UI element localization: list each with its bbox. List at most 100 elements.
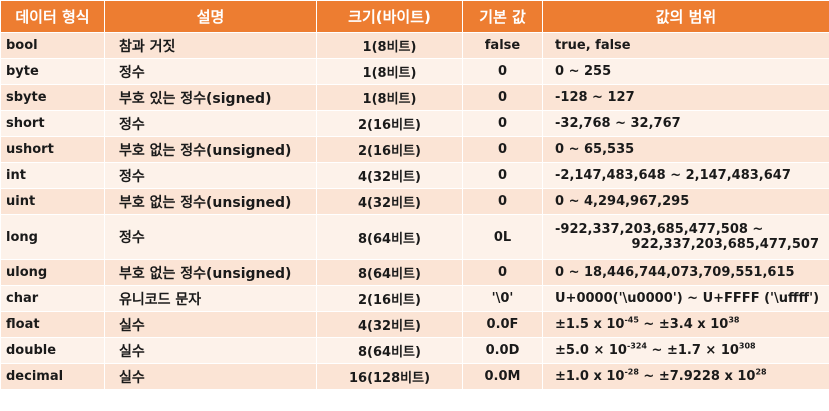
range-cell: 0 ~ 18,446,744,073,709,551,615 xyxy=(542,259,829,286)
size-cell: 8(64비트) xyxy=(316,337,463,364)
description-cell: 부호 없는 정수(unsigned) xyxy=(104,136,317,163)
size-cell: 4(32비트) xyxy=(316,311,463,338)
type-cell: short xyxy=(0,110,105,137)
range-min-exponent: -45 xyxy=(624,315,639,325)
header-default: 기본 값 xyxy=(462,0,543,33)
data-type-table: 데이터 형식 설명 크기(바이트) 기본 값 값의 범위 bool 참과 거짓 … xyxy=(0,0,829,390)
default-cell: 0 xyxy=(462,136,543,163)
default-cell: 0 xyxy=(462,259,543,286)
range-min: ±5.0 × 10 xyxy=(555,343,627,358)
range-cell: ±5.0 × 10-324 ~ ±1.7 × 10308 xyxy=(542,337,829,364)
table-row: short 정수 2(16비트) 0 -32,768 ~ 32,767 xyxy=(0,110,829,137)
size-cell: 2(16비트) xyxy=(316,136,463,163)
range-min: ±1.5 x 10 xyxy=(555,317,625,332)
range-cell: 0 ~ 65,535 xyxy=(542,136,829,163)
default-cell: 0 xyxy=(462,58,543,85)
default-cell: 0 xyxy=(462,162,543,189)
range-cell: -128 ~ 127 xyxy=(542,84,829,111)
range-cell: true, false xyxy=(542,32,829,59)
description-cell: 정수 xyxy=(104,58,317,85)
range-max-exponent: 38 xyxy=(728,315,740,325)
range-max: ±7.9228 x 10 xyxy=(658,369,756,384)
default-cell: '\0' xyxy=(462,285,543,312)
default-cell: 0.0D xyxy=(462,337,543,364)
table-row: ushort 부호 없는 정수(unsigned) 2(16비트) 0 0 ~ … xyxy=(0,136,829,163)
description-cell: 실수 xyxy=(104,337,317,364)
range-cell: -32,768 ~ 32,767 xyxy=(542,110,829,137)
description-cell: 실수 xyxy=(104,363,317,390)
header-range: 값의 범위 xyxy=(542,0,829,33)
description-cell: 정수 xyxy=(104,162,317,189)
size-cell: 8(64비트) xyxy=(316,214,463,260)
table-row: uint 부호 없는 정수(unsigned) 4(32비트) 0 0 ~ 4,… xyxy=(0,188,829,215)
type-cell: float xyxy=(0,311,105,338)
type-cell: uint xyxy=(0,188,105,215)
range-max: ±3.4 x 10 xyxy=(658,317,729,332)
range-cell: ±1.5 x 10-45 ~ ±3.4 x 1038 xyxy=(542,311,829,338)
type-cell: ulong xyxy=(0,259,105,286)
description-cell: 부호 있는 정수(signed) xyxy=(104,84,317,111)
range-cell: -922,337,203,685,477,508 ~ 922,337,203,6… xyxy=(542,214,829,260)
table-row: byte 정수 1(8비트) 0 0 ~ 255 xyxy=(0,58,829,85)
description-cell: 정수 xyxy=(104,214,317,260)
type-cell: sbyte xyxy=(0,84,105,111)
size-cell: 1(8비트) xyxy=(316,84,463,111)
default-cell: 0 xyxy=(462,84,543,111)
table-row: int 정수 4(32비트) 0 -2,147,483,648 ~ 2,147,… xyxy=(0,162,829,189)
type-cell: int xyxy=(0,162,105,189)
size-cell: 4(32비트) xyxy=(316,188,463,215)
size-cell: 16(128비트) xyxy=(316,363,463,390)
range-cell: ±1.0 x 10-28 ~ ±7.9228 x 1028 xyxy=(542,363,829,390)
default-cell: 0 xyxy=(462,110,543,137)
range-min: ±1.0 x 10 xyxy=(555,369,625,384)
table-row: bool 참과 거짓 1(8비트) false true, false xyxy=(0,32,829,59)
range-min-exponent: -324 xyxy=(626,341,647,351)
range-cell: 0 ~ 255 xyxy=(542,58,829,85)
table-row: long 정수 8(64비트) 0L -922,337,203,685,477,… xyxy=(0,214,829,260)
type-cell: double xyxy=(0,337,105,364)
range-max-exponent: 308 xyxy=(738,341,756,351)
range-line-2: 922,337,203,685,477,507 xyxy=(631,237,819,252)
description-cell: 부호 없는 정수(unsigned) xyxy=(104,188,317,215)
default-cell: 0.0F xyxy=(462,311,543,338)
default-cell: 0.0M xyxy=(462,363,543,390)
default-cell: 0L xyxy=(462,214,543,260)
range-max-exponent: 28 xyxy=(755,367,767,377)
header-type: 데이터 형식 xyxy=(0,0,105,33)
default-cell: 0 xyxy=(462,188,543,215)
size-cell: 1(8비트) xyxy=(316,32,463,59)
range-separator: ~ xyxy=(647,343,667,358)
type-cell: long xyxy=(0,214,105,260)
size-cell: 2(16비트) xyxy=(316,285,463,312)
description-cell: 실수 xyxy=(104,311,317,338)
header-row: 데이터 형식 설명 크기(바이트) 기본 값 값의 범위 xyxy=(0,0,829,33)
type-cell: byte xyxy=(0,58,105,85)
range-line-1: -922,337,203,685,477,508 ~ xyxy=(555,222,764,237)
default-cell: false xyxy=(462,32,543,59)
range-cell: -2,147,483,648 ~ 2,147,483,647 xyxy=(542,162,829,189)
header-size: 크기(바이트) xyxy=(316,0,463,33)
range-separator: ~ xyxy=(638,317,659,332)
description-cell: 정수 xyxy=(104,110,317,137)
range-cell: 0 ~ 4,294,967,295 xyxy=(542,188,829,215)
description-cell: 유니코드 문자 xyxy=(104,285,317,312)
table-row: decimal 실수 16(128비트) 0.0M ±1.0 x 10-28 ~… xyxy=(0,363,829,390)
type-cell: bool xyxy=(0,32,105,59)
table-row: char 유니코드 문자 2(16비트) '\0' U+0000('\u0000… xyxy=(0,285,829,312)
description-cell: 참과 거짓 xyxy=(104,32,317,59)
table-row: sbyte 부호 있는 정수(signed) 1(8비트) 0 -128 ~ 1… xyxy=(0,84,829,111)
size-cell: 1(8비트) xyxy=(316,58,463,85)
size-cell: 8(64비트) xyxy=(316,259,463,286)
table-row: ulong 부호 없는 정수(unsigned) 8(64비트) 0 0 ~ 1… xyxy=(0,259,829,286)
size-cell: 4(32비트) xyxy=(316,162,463,189)
header-description: 설명 xyxy=(104,0,317,33)
range-min-exponent: -28 xyxy=(624,367,639,377)
type-cell: decimal xyxy=(0,363,105,390)
description-cell: 부호 없는 정수(unsigned) xyxy=(104,259,317,286)
table-row: double 실수 8(64비트) 0.0D ±5.0 × 10-324 ~ ±… xyxy=(0,337,829,364)
range-separator: ~ xyxy=(638,369,659,384)
table-row: float 실수 4(32비트) 0.0F ±1.5 x 10-45 ~ ±3.… xyxy=(0,311,829,338)
size-cell: 2(16비트) xyxy=(316,110,463,137)
type-cell: char xyxy=(0,285,105,312)
range-cell: U+0000('\u0000') ~ U+FFFF ('\uffff') xyxy=(542,285,829,312)
